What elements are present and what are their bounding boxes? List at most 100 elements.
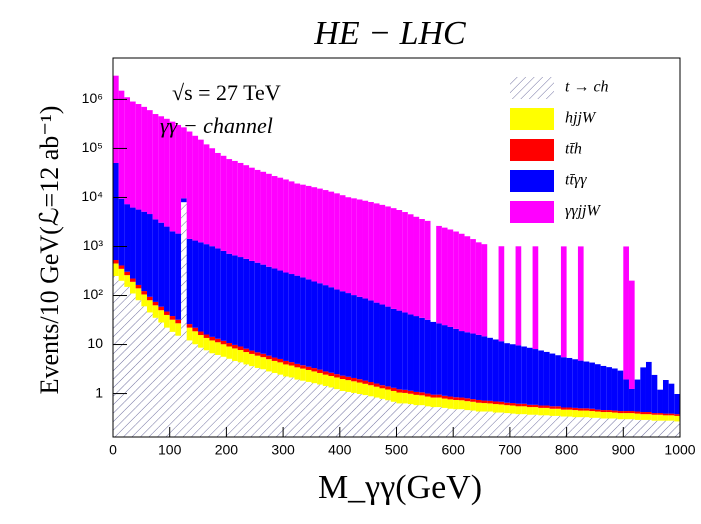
histogram-bar <box>402 392 408 404</box>
histogram-bar <box>617 370 624 412</box>
histogram-bar <box>186 238 193 325</box>
histogram-bar <box>453 409 459 437</box>
histogram-bar <box>283 272 289 361</box>
histogram-bar <box>623 419 629 437</box>
histogram-bar <box>243 352 250 365</box>
histogram-bar <box>215 342 221 355</box>
histogram-bar <box>396 310 403 390</box>
histogram-bar <box>470 401 476 411</box>
histogram-bar <box>543 405 550 408</box>
histogram-bar <box>345 391 352 437</box>
histogram-bar <box>583 410 590 418</box>
histogram-bar <box>407 314 414 391</box>
histogram-bar <box>322 190 329 286</box>
histogram-bar <box>158 116 165 223</box>
histogram-bar <box>453 231 459 329</box>
histogram-bar <box>203 337 210 351</box>
histogram-bar <box>532 407 539 415</box>
histogram-bar <box>572 417 578 437</box>
histogram-bar <box>356 296 363 380</box>
histogram-bar <box>243 364 250 437</box>
histogram-bar <box>203 334 210 338</box>
histogram-bar <box>645 361 652 413</box>
histogram-bar <box>600 365 607 411</box>
histogram-bar <box>351 392 357 437</box>
histogram-bar <box>430 407 437 437</box>
histogram-bar <box>334 289 340 375</box>
histogram-bar <box>351 381 357 393</box>
histogram-bar <box>334 374 340 378</box>
histogram-bar <box>555 415 561 437</box>
histogram-bar <box>141 106 148 212</box>
histogram-bar <box>628 413 635 420</box>
histogram-bar <box>509 344 516 404</box>
histogram-bar <box>481 411 488 437</box>
histogram-bar <box>589 362 595 409</box>
histogram-bar <box>277 374 284 437</box>
histogram-bar <box>379 398 386 437</box>
histogram-bar <box>515 403 522 407</box>
x-tick-label: 200 <box>215 442 239 458</box>
histogram-bar <box>277 362 284 375</box>
histogram-bar <box>368 382 374 386</box>
histogram-bar <box>385 306 391 387</box>
histogram-bar <box>141 294 148 307</box>
histogram-bar <box>662 415 669 421</box>
histogram-bar <box>515 345 522 404</box>
histogram-bar <box>198 347 204 437</box>
histogram-bar <box>362 298 369 381</box>
legend-swatch <box>510 77 554 99</box>
legend-label: tt̄γγ <box>565 172 587 189</box>
histogram-bar <box>589 408 595 412</box>
histogram-bar <box>657 414 663 421</box>
histogram-bar <box>464 332 471 399</box>
histogram-bar <box>198 242 204 332</box>
histogram-bar <box>385 389 391 401</box>
histogram-bar <box>543 415 550 437</box>
histogram-bar <box>220 344 227 357</box>
histogram-bar <box>549 406 556 409</box>
histogram-bar <box>135 288 142 301</box>
histogram-bar <box>515 246 522 346</box>
histogram-bar <box>538 415 544 437</box>
histogram-bar <box>164 118 170 227</box>
histogram-bar <box>186 327 193 341</box>
histogram-bar <box>237 346 244 351</box>
histogram-bar <box>254 355 261 368</box>
histogram-bar <box>628 411 635 414</box>
histogram-bar <box>487 400 493 404</box>
histogram-bar <box>538 350 544 406</box>
histogram-bar <box>600 412 607 419</box>
histogram-bar <box>220 356 227 437</box>
histogram-bar <box>419 395 425 406</box>
histogram-bar <box>594 417 601 437</box>
histogram-bar <box>130 278 136 282</box>
histogram-bar <box>634 419 641 437</box>
histogram-bar <box>220 250 227 341</box>
histogram-bar <box>498 412 505 437</box>
histogram-bar <box>124 286 131 437</box>
histogram-bar <box>175 323 182 336</box>
histogram-bar <box>657 420 663 437</box>
histogram-bar <box>521 346 527 404</box>
histogram-bar <box>271 372 278 437</box>
annotation: √s = 27 TeV <box>172 80 281 105</box>
histogram-bar <box>560 409 567 417</box>
histogram-bar <box>470 333 476 400</box>
histogram-bar <box>220 340 227 345</box>
histogram-bar <box>288 181 295 275</box>
histogram-bar <box>362 200 369 299</box>
histogram-bar <box>294 363 301 368</box>
histogram-bar <box>373 383 380 387</box>
histogram-bar <box>555 355 561 407</box>
histogram-bar <box>447 326 454 397</box>
histogram-bar <box>181 202 187 437</box>
legend-swatch <box>510 170 554 192</box>
histogram-bar <box>515 414 522 437</box>
histogram-bar <box>288 362 295 366</box>
histogram-bar <box>311 281 318 369</box>
histogram-bar <box>674 415 680 422</box>
histogram-bar <box>509 403 516 406</box>
x-axis-label: M_γγ(GeV) <box>318 469 482 506</box>
